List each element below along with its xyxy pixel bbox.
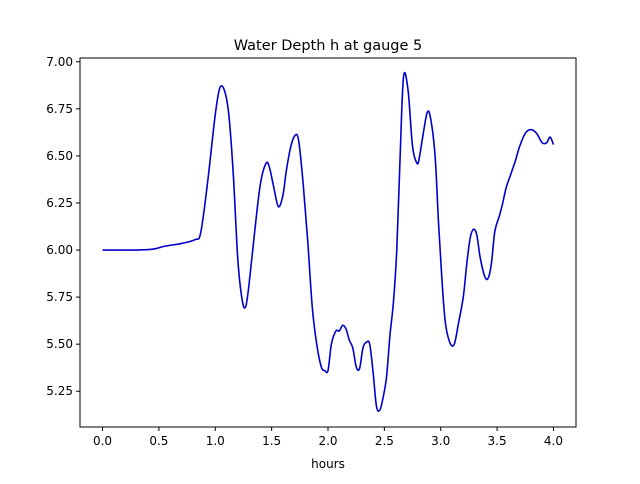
x-tick-label: 3.5 [488,434,507,448]
y-tick-label: 6.00 [46,243,73,257]
x-tick-label: 0.5 [149,434,168,448]
y-tick-label: 5.25 [46,384,73,398]
series-line-0 [102,71,555,413]
y-tick-label: 6.75 [46,102,73,116]
y-tick-label: 6.50 [46,149,73,163]
y-tick-label: 6.25 [46,196,73,210]
chart-title: Water Depth h at gauge 5 [234,38,422,54]
y-tick-label: 5.50 [46,337,73,351]
x-tick-label: 0.0 [93,434,112,448]
x-tick-label: 1.0 [206,434,225,448]
x-tick-label: 1.5 [262,434,281,448]
x-tick-label: 2.0 [318,434,337,448]
x-tick-label: 2.5 [375,434,394,448]
y-tick-label: 7.00 [46,55,73,69]
x-tick-label: 3.0 [431,434,450,448]
y-tick-label: 5.75 [46,290,73,304]
x-axis-label: hours [311,457,345,471]
x-tick-label: 4.0 [544,434,563,448]
axes-frame [79,57,577,428]
